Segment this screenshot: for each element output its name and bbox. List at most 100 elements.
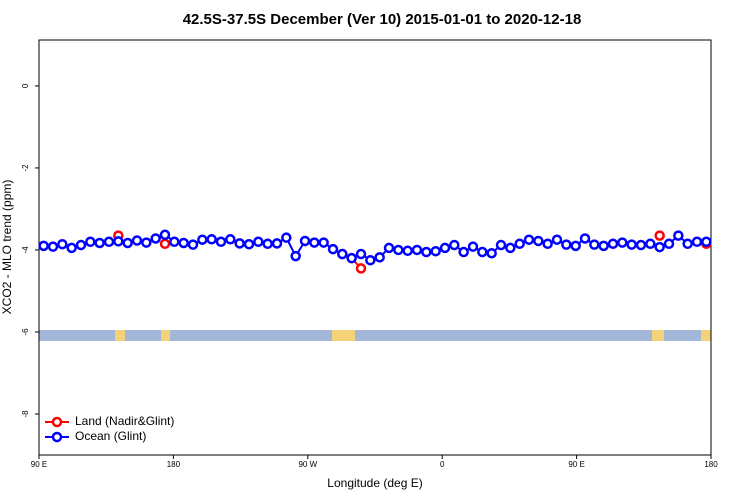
data-point <box>94 237 105 249</box>
data-point <box>290 250 301 262</box>
data-point <box>411 244 423 256</box>
data-point <box>38 240 49 252</box>
data-point <box>542 238 553 250</box>
data-point <box>402 245 413 257</box>
data-point <box>579 233 591 244</box>
data-point <box>243 238 255 250</box>
data-point <box>215 236 227 248</box>
data-point <box>495 239 507 251</box>
y-tick-label: -2 <box>21 164 30 172</box>
data-point <box>626 239 637 250</box>
data-point <box>113 236 124 247</box>
data-point <box>654 230 665 241</box>
surface-mask <box>39 330 711 341</box>
y-axis-label: XCO2 - MLO trend (ppm) <box>0 180 14 315</box>
data-point <box>701 236 712 248</box>
land-patch <box>115 330 125 341</box>
x-tick-label: 0 <box>440 460 445 469</box>
data-point <box>187 239 199 250</box>
legend-marker <box>51 416 63 428</box>
data-point <box>309 237 320 248</box>
data-point <box>66 242 77 254</box>
data-point <box>355 263 367 274</box>
data-point <box>439 242 451 254</box>
data-point <box>318 237 329 248</box>
data-point <box>47 241 59 252</box>
data-point <box>206 234 217 245</box>
data-point <box>458 246 469 258</box>
x-tick-label: 90 E <box>568 460 584 469</box>
data-point <box>75 239 87 251</box>
data-point <box>383 242 395 254</box>
data-point <box>253 236 264 248</box>
data-point <box>327 243 339 255</box>
data-point <box>271 238 283 249</box>
data-point <box>645 238 656 250</box>
data-point <box>514 238 525 250</box>
data-point <box>654 241 665 253</box>
data-point <box>635 239 647 251</box>
data-point <box>589 239 600 250</box>
data-point <box>691 236 703 248</box>
data-point <box>617 237 628 248</box>
data-point <box>505 242 516 254</box>
land-patch <box>652 330 664 341</box>
x-tick-label: 180 <box>167 460 181 469</box>
legend-label: Land (Nadir&Glint) <box>75 414 174 428</box>
data-point <box>607 238 619 250</box>
ocean-strip <box>39 330 711 341</box>
data-point <box>225 234 236 245</box>
land-patch <box>701 330 711 341</box>
data-point <box>561 239 572 250</box>
data-point <box>467 241 479 252</box>
y-tick-label: -8 <box>21 410 30 418</box>
data-point <box>346 252 357 264</box>
data-point <box>551 234 563 245</box>
data-point <box>477 246 488 258</box>
x-tick-label: 90 E <box>31 460 47 469</box>
x-tick-label: 90 W <box>298 460 317 469</box>
data-point <box>85 236 96 248</box>
data-point <box>374 252 385 263</box>
data-point <box>178 237 189 249</box>
data-point <box>234 238 245 249</box>
data-point <box>355 248 367 260</box>
data-point <box>365 254 376 266</box>
data-point <box>57 238 68 250</box>
y-tick-label: 0 <box>21 83 30 88</box>
data-point <box>141 237 152 248</box>
data-point <box>159 238 171 250</box>
data-point <box>673 230 684 241</box>
data-point <box>523 234 535 245</box>
data-point <box>103 236 115 248</box>
data-point <box>337 248 348 260</box>
land-patch <box>161 330 170 341</box>
data-point <box>169 236 180 248</box>
data-point <box>197 234 208 245</box>
data-point <box>598 240 609 252</box>
data-point <box>299 235 311 247</box>
data-point <box>663 238 675 250</box>
data-point <box>150 233 161 244</box>
data-point <box>533 235 544 247</box>
data-point <box>449 239 460 251</box>
data-point <box>430 245 441 257</box>
legend-marker <box>51 431 63 443</box>
y-tick-label: -6 <box>21 328 30 336</box>
data-point <box>421 246 432 258</box>
data-point <box>122 237 133 249</box>
x-axis-label: Longitude (deg E) <box>327 476 422 490</box>
data-point <box>159 229 171 241</box>
data-point <box>281 232 292 243</box>
y-tick-label: -4 <box>21 246 30 254</box>
data-point <box>682 238 693 250</box>
data-point <box>486 247 497 259</box>
data-point <box>262 238 273 250</box>
data-point <box>570 240 581 252</box>
x-tick-label: 180 <box>704 460 718 469</box>
chart-title: 42.5S-37.5S December (Ver 10) 2015-01-01… <box>183 11 582 28</box>
land-patch <box>332 330 355 341</box>
data-point <box>393 244 404 256</box>
